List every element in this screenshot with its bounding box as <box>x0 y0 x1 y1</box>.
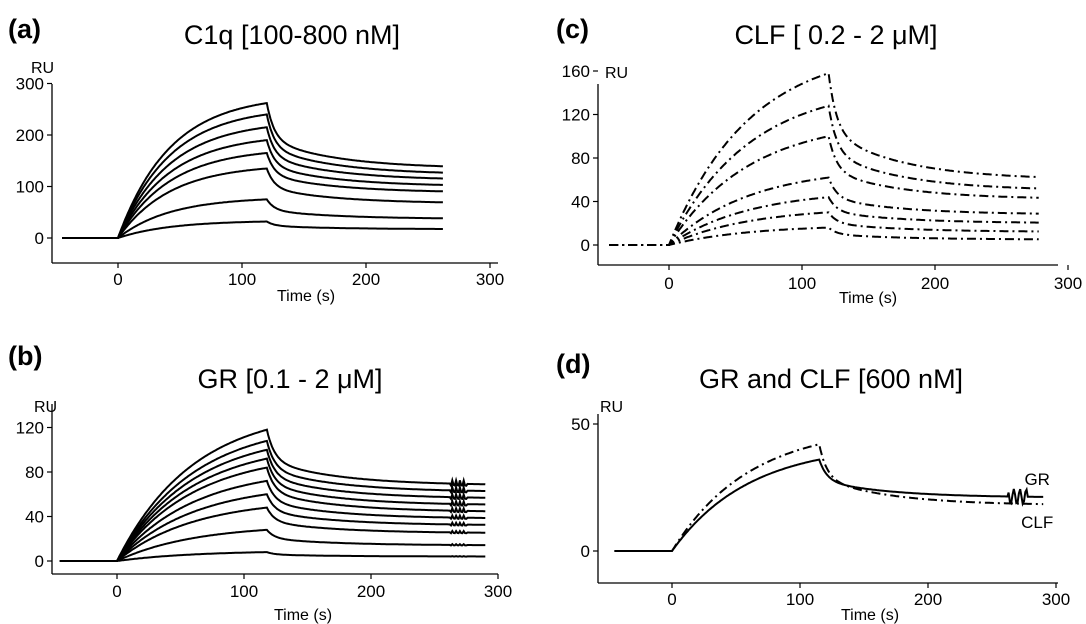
x-tick-label: 200 <box>352 270 380 289</box>
series-line <box>59 551 486 562</box>
panel-letter: (d) <box>556 349 590 379</box>
y-tick-label: 0 <box>581 542 590 561</box>
y-tick-label: 160 <box>562 62 590 81</box>
chart-panel-d: (d) GR and CLF [600 nM] RU 0 50 0 100 200 300 Tim… <box>556 349 1070 624</box>
y-tick-label: 300 <box>16 75 44 94</box>
x-tick-label: 300 <box>484 582 512 601</box>
x-axis-label: Time (s) <box>839 290 897 307</box>
x-tick-label: 300 <box>476 270 504 289</box>
chart-panel-c: (c) CLF [ 0.2 - 2 μM] RU 0 40 80 120 160 0 100 200… <box>556 14 1082 307</box>
x-tick-label: 300 <box>1054 274 1082 293</box>
series-line <box>62 220 443 239</box>
series-line <box>59 448 486 562</box>
y-tick-label: 0 <box>35 552 44 571</box>
x-tick-label: 100 <box>230 582 258 601</box>
y-tick-label: 100 <box>16 178 44 197</box>
series-line <box>614 443 1044 552</box>
x-tick-label: 200 <box>914 590 942 609</box>
series-line <box>59 439 486 562</box>
chart-title: GR and CLF [600 nM] <box>699 364 963 394</box>
series-line <box>59 466 486 562</box>
x-tick-label: 100 <box>786 590 814 609</box>
y-tick-label: 40 <box>571 193 590 212</box>
y-axis-label: RU <box>34 399 57 416</box>
series-line <box>59 493 486 562</box>
series-line <box>59 528 486 562</box>
y-axis-label: RU <box>31 60 54 77</box>
y-tick-label: 120 <box>16 419 44 438</box>
x-axis-label: Time (s) <box>841 607 899 624</box>
series-line <box>609 104 1039 246</box>
y-tick-label: 80 <box>571 149 590 168</box>
series-line <box>614 458 1044 552</box>
y-axis-label: RU <box>605 65 628 82</box>
y-tick-label: 120 <box>562 106 590 125</box>
x-tick-label: 200 <box>921 274 949 293</box>
x-tick-label: 0 <box>113 270 122 289</box>
y-tick-label: 40 <box>25 508 44 527</box>
y-tick-label: 50 <box>571 415 590 434</box>
x-axis-label: Time (s) <box>277 288 335 305</box>
x-tick-label: 300 <box>1042 590 1070 609</box>
y-tick-label: 80 <box>25 463 44 482</box>
y-tick-label: 0 <box>35 229 44 248</box>
series-line <box>59 506 486 562</box>
x-tick-label: 100 <box>228 270 256 289</box>
series-line <box>609 196 1039 246</box>
x-tick-label: 0 <box>664 274 673 293</box>
chart-panel-a: (a) C1q [100-800 nM] RU 0 100 200 300 0 100 200 30… <box>8 14 504 305</box>
x-tick-label: 200 <box>357 582 385 601</box>
y-axis-label: RU <box>600 399 623 416</box>
series-line <box>609 71 1039 246</box>
series-line <box>62 198 443 239</box>
y-tick-label: 200 <box>16 126 44 145</box>
series-label: CLF <box>1021 513 1053 532</box>
panel-letter: (a) <box>8 14 41 44</box>
series-line <box>59 428 486 562</box>
panel-letter: (c) <box>556 14 589 44</box>
x-axis-label: Time (s) <box>274 607 332 624</box>
series-line <box>59 479 486 562</box>
series-line <box>609 226 1039 246</box>
series-line <box>609 176 1039 246</box>
chart-title: C1q [100-800 nM] <box>184 20 400 50</box>
chart-title: GR [0.1 - 2 μM] <box>197 364 382 394</box>
series-line <box>609 135 1039 246</box>
y-tick-label: 0 <box>581 236 590 255</box>
x-tick-label: 0 <box>112 582 121 601</box>
chart-panel-b: (b) GR [0.1 - 2 μM] RU 0 40 80 120 0 100 200 300 Ti… <box>8 341 512 624</box>
panel-letter: (b) <box>8 341 42 371</box>
x-tick-label: 100 <box>788 274 816 293</box>
x-tick-label: 0 <box>667 590 676 609</box>
series-line <box>59 457 486 562</box>
series-line <box>62 138 443 239</box>
series-line <box>62 167 443 239</box>
series-line <box>62 151 443 239</box>
chart-title: CLF [ 0.2 - 2 μM] <box>734 20 937 50</box>
series-line <box>609 211 1039 246</box>
series-label: GR <box>1024 470 1050 489</box>
